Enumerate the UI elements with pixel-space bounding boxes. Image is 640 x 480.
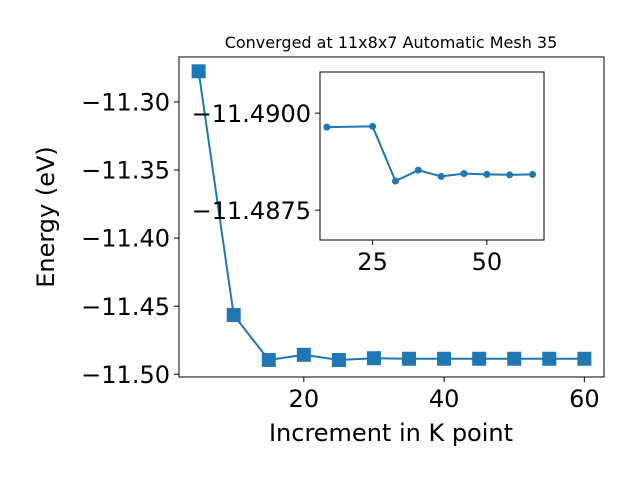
inset-data-point	[323, 123, 331, 131]
main-x-ticks: 20 40 60	[289, 377, 600, 413]
inset-data-point	[414, 166, 422, 174]
inset-data-point	[529, 170, 537, 178]
main-y-tick-label: −11.40	[81, 225, 170, 253]
main-data-point	[437, 351, 452, 366]
main-x-tick-label: 40	[429, 385, 460, 413]
inset-data-point	[483, 170, 491, 178]
main-data-point	[507, 351, 522, 366]
inset-plot-area	[323, 122, 537, 185]
main-data-point	[331, 352, 346, 367]
main-data-point	[226, 308, 241, 323]
inset-y-tick-label: −11.4875	[192, 197, 311, 225]
main-y-tick-label: −11.45	[81, 293, 170, 321]
inset-y-tick-label: −11.4900	[192, 100, 311, 128]
main-x-tick-label: 20	[289, 385, 320, 413]
inset-data-point	[506, 171, 514, 179]
inset-x-ticks: 25 50	[357, 240, 502, 276]
main-plot-area	[191, 64, 592, 367]
x-axis-label: Increment in K point	[269, 419, 513, 447]
main-data-point	[261, 352, 276, 367]
inset-chart: 25 50 −11.4900 −11.4875	[192, 71, 545, 276]
main-data-point	[366, 351, 381, 366]
main-data-point	[577, 351, 592, 366]
main-data-point	[542, 351, 557, 366]
inset-y-ticks: −11.4900 −11.4875	[192, 100, 320, 225]
inset-background	[320, 72, 544, 240]
inset-data-point	[391, 177, 399, 185]
main-axes-frame	[178, 56, 605, 378]
main-data-point	[296, 347, 311, 362]
main-data-point	[472, 351, 487, 366]
y-axis-label: Energy (eV)	[32, 146, 60, 288]
main-x-tick-label: 60	[569, 385, 600, 413]
inset-x-tick-label: 50	[472, 248, 503, 276]
main-y-tick-label: −11.35	[81, 157, 170, 185]
main-chart: Converged at 11x8x7 Automatic Mesh 35 20…	[32, 33, 605, 447]
main-data-point	[191, 64, 206, 79]
main-y-tick-label: −11.30	[81, 89, 170, 117]
main-data-point	[402, 351, 417, 366]
inset-data-point	[437, 172, 445, 180]
inset-x-tick-label: 25	[357, 248, 388, 276]
inset-data-point	[369, 122, 377, 130]
chart-title: Converged at 11x8x7 Automatic Mesh 35	[225, 33, 558, 52]
main-y-tick-label: −11.50	[81, 361, 170, 389]
inset-data-point	[460, 170, 468, 178]
inset-axes-frame	[319, 71, 545, 241]
main-y-ticks: −11.30 −11.35 −11.40 −11.45 −11.50	[81, 89, 179, 389]
